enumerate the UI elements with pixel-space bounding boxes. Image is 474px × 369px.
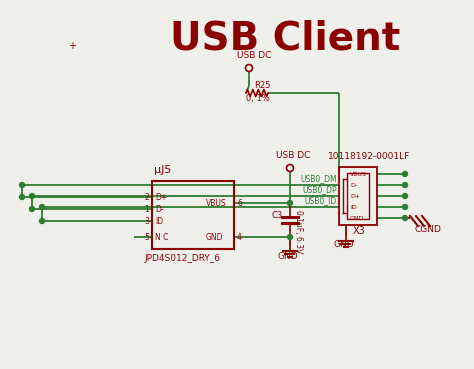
Text: X3: X3 bbox=[353, 226, 366, 236]
Text: D+: D+ bbox=[350, 193, 360, 199]
Text: D-: D- bbox=[350, 183, 357, 187]
Circle shape bbox=[402, 193, 408, 199]
Circle shape bbox=[288, 235, 292, 239]
Bar bbox=[347, 173, 369, 219]
Text: +: + bbox=[68, 41, 76, 51]
Circle shape bbox=[29, 207, 35, 211]
Text: C3: C3 bbox=[272, 211, 283, 220]
Text: GND: GND bbox=[206, 232, 224, 241]
Text: CGND: CGND bbox=[415, 225, 442, 234]
Text: 10118192-0001LF: 10118192-0001LF bbox=[328, 152, 410, 161]
Circle shape bbox=[288, 200, 292, 206]
Text: 6: 6 bbox=[237, 199, 242, 207]
Text: 5: 5 bbox=[144, 232, 149, 241]
Text: D+: D+ bbox=[155, 193, 167, 201]
Text: GND: GND bbox=[278, 252, 299, 261]
Text: USB0_DP: USB0_DP bbox=[302, 186, 337, 194]
Text: R25: R25 bbox=[254, 81, 270, 90]
Text: 0, 1%: 0, 1% bbox=[246, 94, 270, 103]
Circle shape bbox=[402, 215, 408, 221]
Text: ID: ID bbox=[350, 204, 357, 210]
Text: μJ5: μJ5 bbox=[154, 165, 172, 175]
Circle shape bbox=[402, 183, 408, 187]
Bar bbox=[339, 167, 377, 225]
Circle shape bbox=[39, 204, 45, 210]
Text: 3: 3 bbox=[144, 217, 149, 225]
Text: USB0_DM: USB0_DM bbox=[301, 175, 337, 183]
Circle shape bbox=[402, 204, 408, 210]
Text: ID: ID bbox=[155, 217, 163, 225]
Circle shape bbox=[29, 193, 35, 199]
Circle shape bbox=[39, 218, 45, 224]
Bar bbox=[152, 181, 234, 249]
Circle shape bbox=[19, 194, 25, 200]
Text: VBUS: VBUS bbox=[206, 199, 227, 207]
Text: GND: GND bbox=[334, 240, 355, 249]
Text: 1: 1 bbox=[144, 204, 149, 214]
Text: 2: 2 bbox=[144, 193, 149, 201]
Circle shape bbox=[402, 172, 408, 176]
Text: VBUS: VBUS bbox=[350, 172, 367, 176]
Text: USB Client: USB Client bbox=[170, 19, 400, 57]
Text: USB DC: USB DC bbox=[237, 51, 272, 60]
Text: JPD4S012_DRY_6: JPD4S012_DRY_6 bbox=[144, 254, 220, 263]
Text: 4: 4 bbox=[237, 232, 242, 241]
Text: D-: D- bbox=[155, 204, 164, 214]
Circle shape bbox=[19, 183, 25, 187]
Text: USB0_ID: USB0_ID bbox=[305, 197, 337, 206]
Text: USB DC: USB DC bbox=[276, 151, 310, 160]
Text: N C: N C bbox=[155, 232, 168, 241]
Text: GND: GND bbox=[350, 215, 365, 221]
Text: 0.1uF, 6.3V: 0.1uF, 6.3V bbox=[294, 210, 303, 254]
